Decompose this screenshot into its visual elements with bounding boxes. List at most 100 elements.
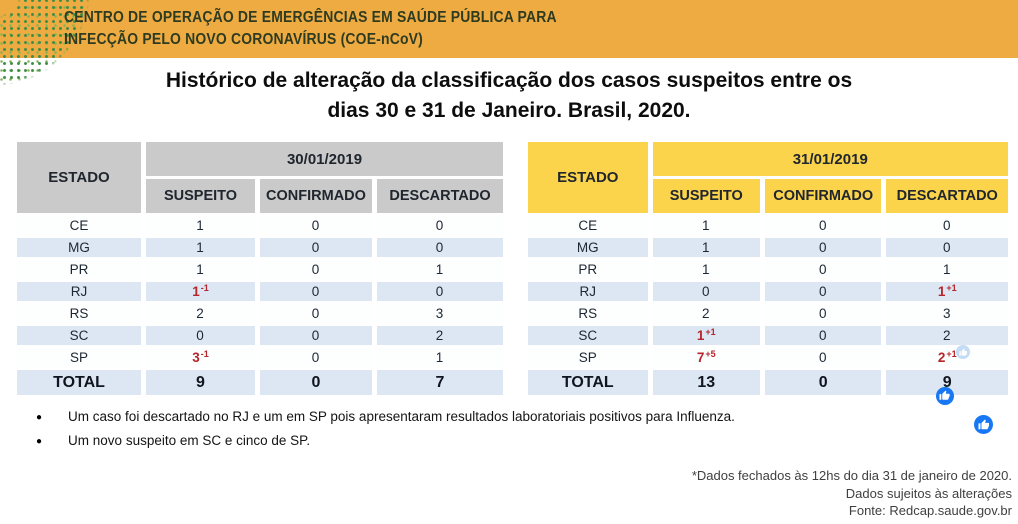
col-header-suspeito: SUSPEITO	[652, 179, 760, 213]
suspeito-cell: 1	[652, 260, 760, 279]
total-label: TOTAL	[17, 370, 141, 395]
suspeito-cell: 3-1	[146, 348, 255, 367]
suspeito-cell: 1	[652, 216, 760, 235]
descartado-cell: 0	[377, 282, 504, 301]
suspeito-cell: 0	[652, 282, 760, 301]
table-row: MG 1 0 0	[528, 238, 1008, 257]
table-row: SP 7+5 0 2+1	[528, 348, 1008, 367]
header-banner: CENTRO DE OPERAÇÃO DE EMERGÊNCIAS EM SAÚ…	[0, 0, 1018, 90]
page-title: Histórico de alteração da classificação …	[0, 66, 1018, 126]
confirmado-cell: 0	[260, 282, 372, 301]
page-title-line1: Histórico de alteração da classificação …	[165, 69, 853, 92]
footnote-text: Um caso foi descartado no RJ e um em SP …	[68, 409, 735, 424]
estado-cell: SC	[17, 326, 141, 345]
table-row: RJ 0 0 1+1	[528, 282, 1008, 301]
estado-cell: RJ	[528, 282, 648, 301]
thumbs-up-icon	[956, 345, 970, 359]
col-header-descartado: DESCARTADO	[886, 179, 1008, 213]
thumbs-up-icon	[936, 387, 954, 405]
table-31-01: ESTADO 31/01/2019 SUSPEITO CONFIRMADO DE…	[523, 139, 1013, 398]
table-row: RS 2 0 3	[528, 304, 1008, 323]
org-title-line2: INFECÇÃO PELO NOVO CORONAVÍRUS (COE-nCoV…	[64, 31, 423, 48]
suspeito-cell: 1	[146, 238, 255, 257]
footnote-item: ● Um novo suspeito em SC e cinco de SP.	[36, 433, 956, 450]
confirmado-cell: 0	[764, 260, 882, 279]
descartado-cell: 0	[886, 238, 1008, 257]
date-header: 31/01/2019	[652, 142, 1008, 176]
table-row: PR 1 0 1	[528, 260, 1008, 279]
descartado-cell: 2+1	[886, 348, 1008, 367]
table-row: SC 1+1 0 2	[528, 326, 1008, 345]
total-confirmado: 0	[764, 370, 882, 395]
confirmado-cell: 0	[764, 238, 882, 257]
estado-cell: MG	[17, 238, 141, 257]
footer-line2: Dados sujeitos às alterações	[845, 485, 1012, 501]
tables-container: ESTADO 30/01/2019 SUSPEITO CONFIRMADO DE…	[12, 139, 1013, 398]
confirmado-cell: 0	[260, 326, 372, 345]
estado-cell: CE	[17, 216, 141, 235]
total-row: TOTAL 9 0 7	[17, 370, 504, 395]
footnotes: ● Um caso foi descartado no RJ e um em S…	[36, 409, 956, 457]
org-title-line1: CENTRO DE OPERAÇÃO DE EMERGÊNCIAS EM SAÚ…	[64, 9, 557, 26]
estado-cell: MG	[528, 238, 648, 257]
descartado-cell: 2	[377, 326, 504, 345]
suspeito-cell: 1-1	[146, 282, 255, 301]
footer-line1: *Dados fechados às 12hs do dia 31 de jan…	[691, 468, 1012, 483]
table-row: RS 2 0 3	[17, 304, 504, 323]
col-header-suspeito: SUSPEITO	[146, 179, 255, 213]
suspeito-cell: 2	[652, 304, 760, 323]
table-row: CE 1 0 0	[528, 216, 1008, 235]
descartado-cell: 1	[377, 348, 504, 367]
bullet-icon: ●	[36, 436, 43, 447]
col-header-confirmado: CONFIRMADO	[260, 179, 372, 213]
table-row: CE 1 0 0	[17, 216, 504, 235]
suspeito-cell: 1	[146, 216, 255, 235]
footer-line3: Fonte: Redcap.saude.gov.br	[848, 503, 1012, 518]
suspeito-cell: 2	[146, 304, 255, 323]
estado-cell: RS	[528, 304, 648, 323]
confirmado-cell: 0	[764, 304, 882, 323]
table-row: SP 3-1 0 1	[17, 348, 504, 367]
total-suspeito: 9	[146, 370, 255, 395]
estado-cell: SP	[528, 348, 648, 367]
confirmado-cell: 0	[260, 238, 372, 257]
suspeito-cell: 0	[146, 326, 255, 345]
col-header-confirmado: CONFIRMADO	[764, 179, 882, 213]
total-confirmado: 0	[260, 370, 372, 395]
suspeito-cell: 1+1	[652, 326, 760, 345]
table-row: RJ 1-1 0 0	[17, 282, 504, 301]
footnote-text: Um novo suspeito em SC e cinco de SP.	[68, 433, 311, 448]
estado-cell: SP	[17, 348, 141, 367]
col-header-descartado: DESCARTADO	[377, 179, 504, 213]
table-row: SC 0 0 2	[17, 326, 504, 345]
estado-cell: PR	[17, 260, 141, 279]
estado-cell: RS	[17, 304, 141, 323]
descartado-cell: 1	[886, 260, 1008, 279]
total-descartado: 7	[377, 370, 504, 395]
estado-cell: SC	[528, 326, 648, 345]
confirmado-cell: 0	[764, 326, 882, 345]
descartado-cell: 0	[377, 238, 504, 257]
thumbs-up-icon	[974, 415, 993, 434]
bullet-icon: ●	[36, 412, 43, 423]
descartado-cell: 1	[377, 260, 504, 279]
estado-header: ESTADO	[17, 142, 141, 213]
confirmado-cell: 0	[260, 304, 372, 323]
descartado-cell: 3	[377, 304, 504, 323]
descartado-cell: 2	[886, 326, 1008, 345]
footer-notes: *Dados fechados às 12hs do dia 31 de jan…	[692, 467, 1012, 520]
suspeito-cell: 7+5	[652, 348, 760, 367]
suspeito-cell: 1	[652, 238, 760, 257]
descartado-cell: 0	[377, 216, 504, 235]
org-title: CENTRO DE OPERAÇÃO DE EMERGÊNCIAS EM SAÚ…	[64, 7, 557, 51]
total-suspeito: 13	[652, 370, 760, 395]
footnote-item: ● Um caso foi descartado no RJ e um em S…	[36, 409, 956, 426]
table-row: PR 1 0 1	[17, 260, 504, 279]
estado-cell: CE	[528, 216, 648, 235]
descartado-cell: 1+1	[886, 282, 1008, 301]
confirmado-cell: 0	[764, 216, 882, 235]
page-title-line2: dias 30 e 31 de Janeiro. Brasil, 2020.	[327, 99, 691, 122]
estado-header: ESTADO	[528, 142, 648, 213]
total-label: TOTAL	[528, 370, 648, 395]
estado-cell: RJ	[17, 282, 141, 301]
